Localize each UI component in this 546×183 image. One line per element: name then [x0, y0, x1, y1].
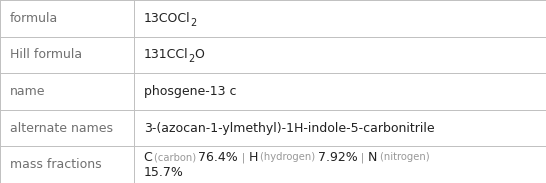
- Text: N: N: [368, 151, 378, 164]
- Text: 131CCl: 131CCl: [144, 48, 188, 61]
- Text: 15.7%: 15.7%: [144, 166, 183, 179]
- Text: 2: 2: [190, 18, 197, 28]
- Text: |: |: [238, 152, 249, 163]
- Text: phosgene-13 c: phosgene-13 c: [144, 85, 236, 98]
- Text: |: |: [357, 152, 368, 163]
- Text: 7.92%: 7.92%: [318, 151, 357, 164]
- Text: 2: 2: [188, 54, 194, 64]
- Text: (nitrogen): (nitrogen): [378, 152, 431, 162]
- Text: mass fractions: mass fractions: [10, 158, 102, 171]
- Text: name: name: [10, 85, 45, 98]
- Text: 13COCl: 13COCl: [144, 12, 190, 25]
- Text: 76.4%: 76.4%: [199, 151, 238, 164]
- Text: O: O: [194, 48, 204, 61]
- Text: formula: formula: [10, 12, 58, 25]
- Text: H: H: [249, 151, 258, 164]
- Text: C: C: [144, 151, 152, 164]
- Text: (carbon): (carbon): [152, 152, 199, 162]
- Text: alternate names: alternate names: [10, 122, 113, 135]
- Text: (hydrogen): (hydrogen): [258, 152, 318, 162]
- Text: 3-(azocan-1-ylmethyl)-1H-indole-5-carbonitrile: 3-(azocan-1-ylmethyl)-1H-indole-5-carbon…: [144, 122, 434, 135]
- Text: Hill formula: Hill formula: [10, 48, 82, 61]
